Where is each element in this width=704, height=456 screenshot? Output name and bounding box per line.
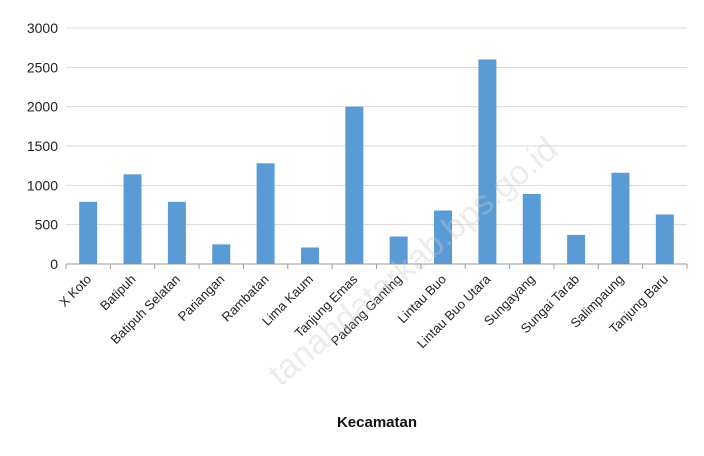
y-tick-label: 0 <box>50 256 58 272</box>
bar-1 <box>123 174 142 264</box>
bar-11 <box>567 234 586 264</box>
bar-9 <box>478 59 497 264</box>
bar-10 <box>522 193 541 264</box>
y-tick-labels: 0 500 1000 1500 2000 2500 3000 <box>27 20 58 272</box>
x-tick-label: Batipuh <box>97 272 139 314</box>
y-tick-label: 3000 <box>27 20 58 36</box>
x-tick-label: Pariangan <box>175 272 228 325</box>
bar-0 <box>79 201 98 264</box>
bar-4 <box>256 163 275 264</box>
bar-5 <box>300 247 319 264</box>
bar-12 <box>611 172 630 264</box>
y-tick-label: 500 <box>35 217 59 233</box>
y-tick-label: 1000 <box>27 177 58 193</box>
gridlines <box>66 27 687 226</box>
bar-8 <box>434 210 453 264</box>
y-tick-label: 1500 <box>27 138 58 154</box>
y-tick-label: 2000 <box>27 99 58 115</box>
x-tick-label: X Koto <box>56 272 94 310</box>
y-tick-label: 2500 <box>27 59 58 75</box>
bar-6 <box>345 106 364 265</box>
bars <box>79 59 674 265</box>
bar-3 <box>212 244 231 264</box>
bar-13 <box>655 214 674 264</box>
x-axis-title: Kecamatan <box>337 414 417 431</box>
bar-2 <box>167 201 186 264</box>
bar-7 <box>389 236 408 264</box>
